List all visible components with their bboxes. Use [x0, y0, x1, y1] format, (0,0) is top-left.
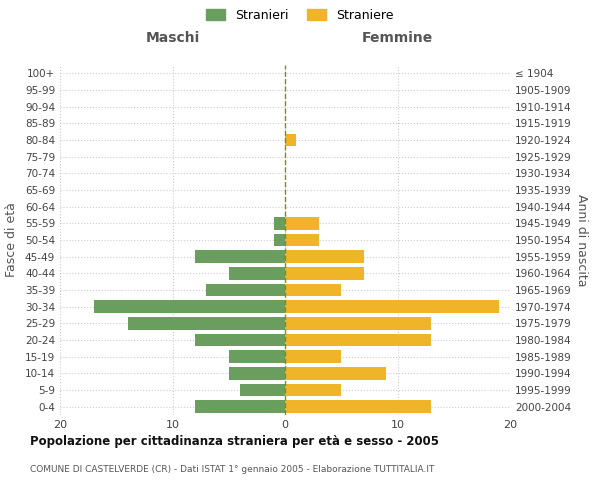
Bar: [285, 350, 341, 363]
Bar: [285, 300, 499, 313]
Bar: [285, 234, 319, 246]
Bar: [240, 384, 285, 396]
Bar: [206, 284, 285, 296]
Bar: [285, 334, 431, 346]
Bar: [229, 367, 285, 380]
Bar: [195, 400, 285, 413]
Bar: [285, 217, 319, 230]
Bar: [285, 284, 341, 296]
Y-axis label: Fasce di età: Fasce di età: [5, 202, 18, 278]
Bar: [229, 350, 285, 363]
Bar: [128, 317, 285, 330]
Bar: [229, 267, 285, 280]
Text: Maschi: Maschi: [145, 31, 200, 45]
Bar: [285, 250, 364, 263]
Bar: [195, 250, 285, 263]
Text: Popolazione per cittadinanza straniera per età e sesso - 2005: Popolazione per cittadinanza straniera p…: [30, 435, 439, 448]
Bar: [285, 317, 431, 330]
Text: COMUNE DI CASTELVERDE (CR) - Dati ISTAT 1° gennaio 2005 - Elaborazione TUTTITALI: COMUNE DI CASTELVERDE (CR) - Dati ISTAT …: [30, 465, 434, 474]
Text: Femmine: Femmine: [362, 31, 433, 45]
Bar: [285, 400, 431, 413]
Bar: [285, 267, 364, 280]
Bar: [274, 234, 285, 246]
Legend: Stranieri, Straniere: Stranieri, Straniere: [206, 8, 394, 22]
Bar: [274, 217, 285, 230]
Bar: [195, 334, 285, 346]
Y-axis label: Anni di nascita: Anni di nascita: [575, 194, 588, 286]
Bar: [285, 384, 341, 396]
Bar: [94, 300, 285, 313]
Bar: [285, 367, 386, 380]
Bar: [285, 134, 296, 146]
